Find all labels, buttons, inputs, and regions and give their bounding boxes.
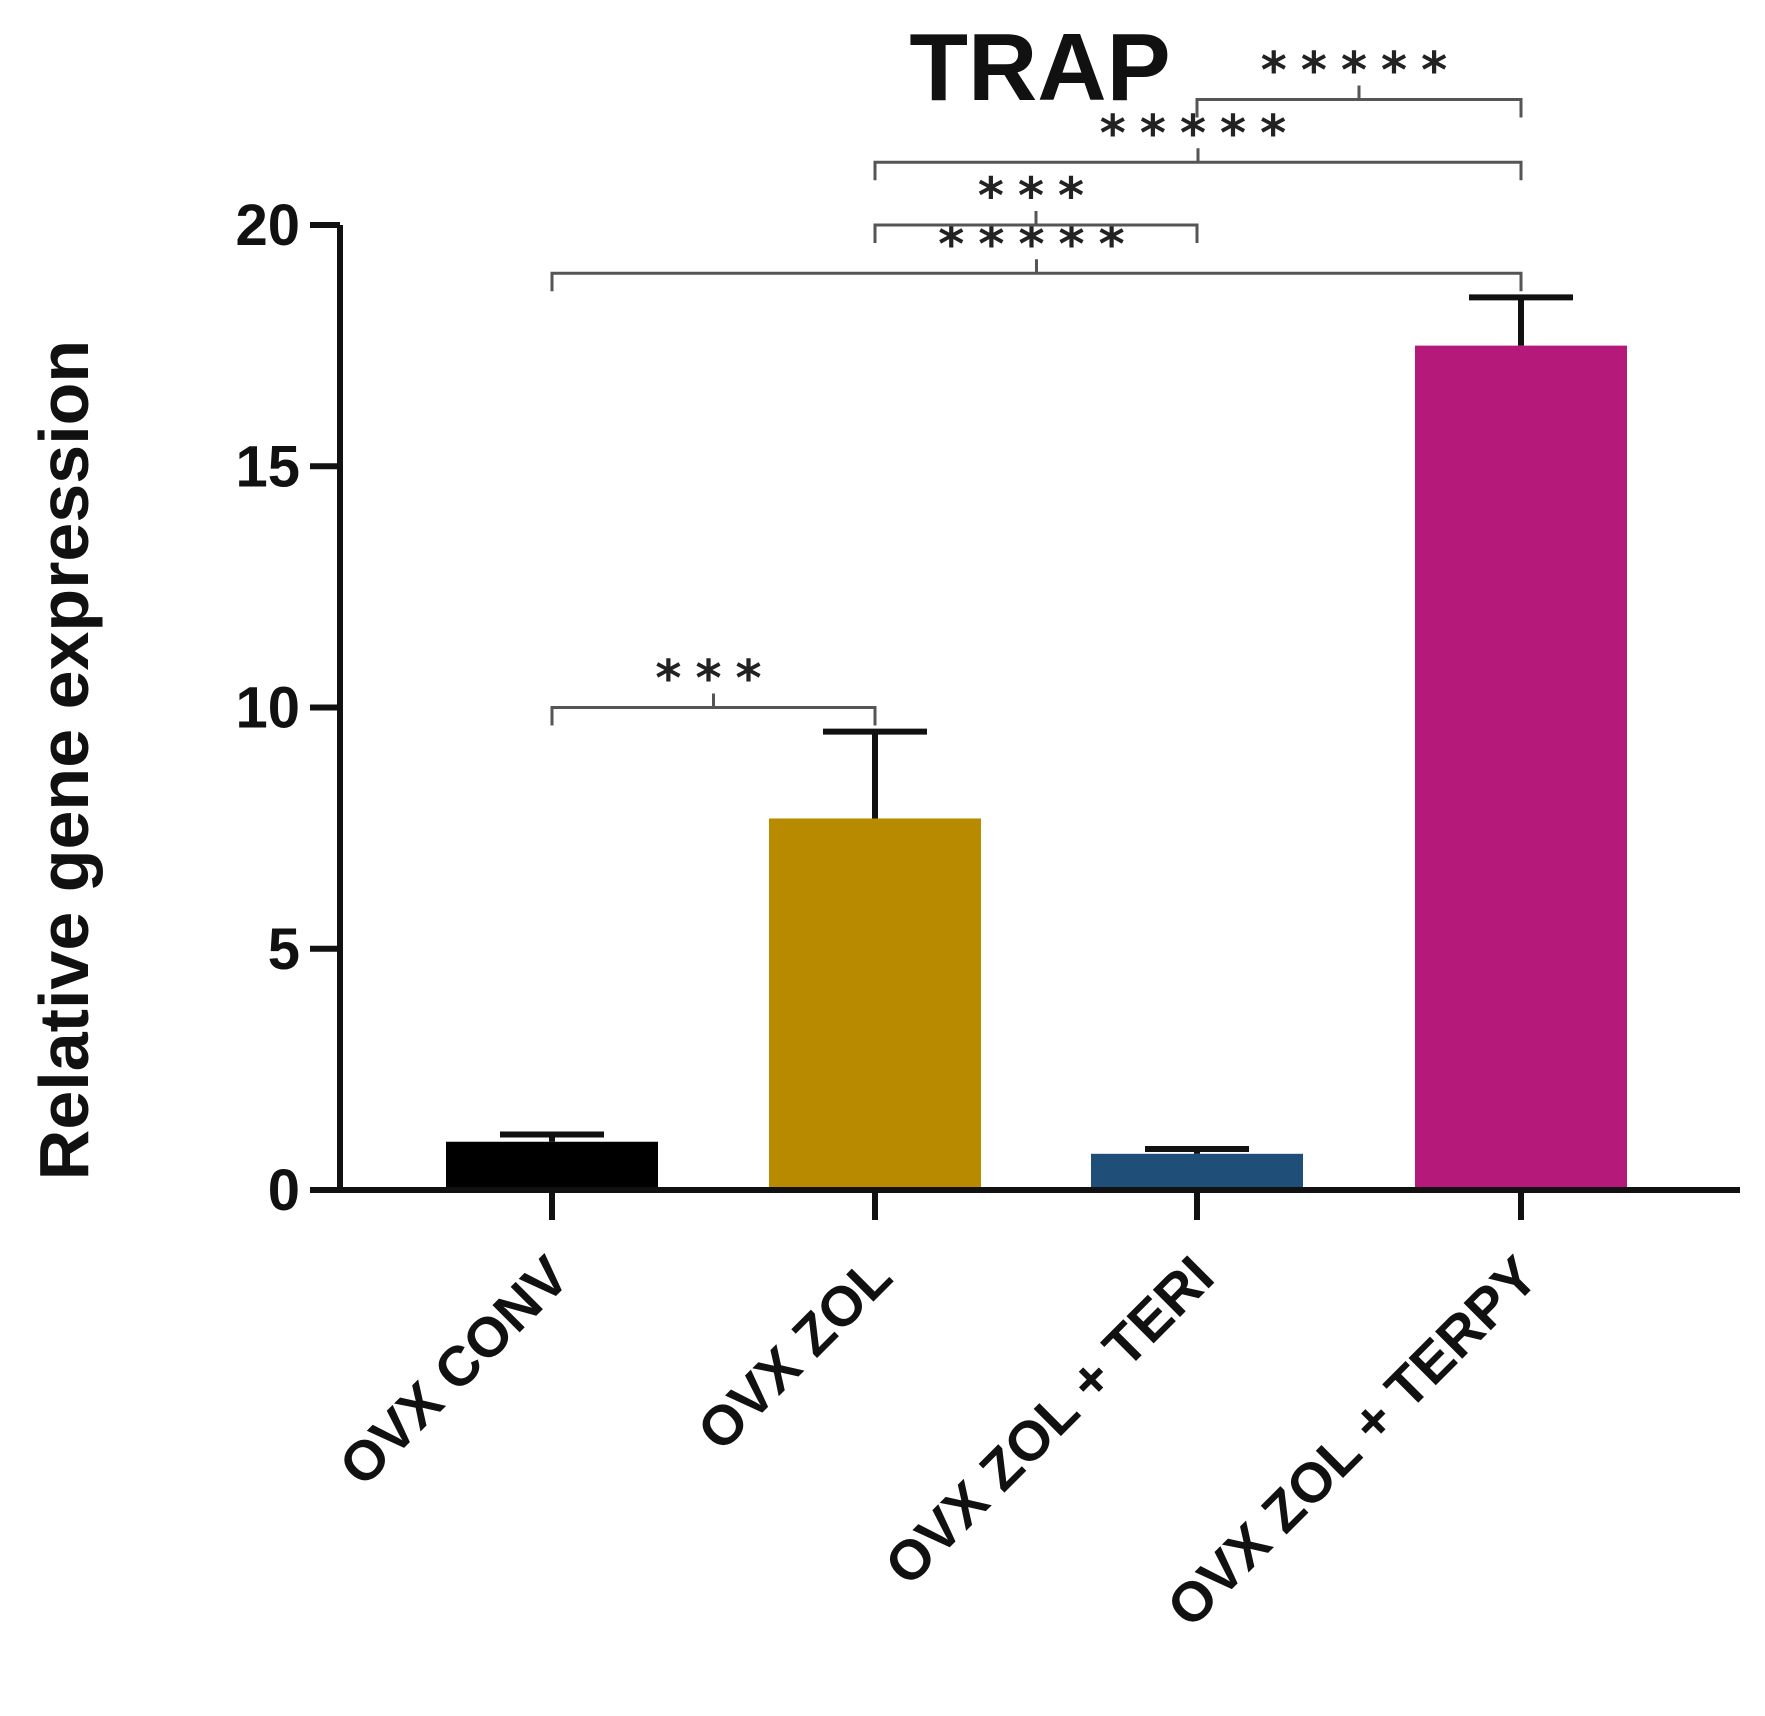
significance-bracket <box>873 148 1523 181</box>
error-bars-group <box>500 294 1573 1154</box>
x-category-label: OVX CONV <box>327 1244 581 1498</box>
significance-label: *** <box>976 167 1096 225</box>
y-axis-label: Relative gene expression <box>25 340 103 1180</box>
y-tick-label: 20 <box>235 193 300 258</box>
y-tick-label: 10 <box>235 676 300 741</box>
significance-label: ***** <box>1098 104 1299 162</box>
significance-brackets-group: ********************* <box>550 42 1523 726</box>
significance-label: ***** <box>1259 42 1460 100</box>
chart-title: TRAP <box>909 14 1170 121</box>
bar <box>1091 1153 1303 1190</box>
y-tick-label: 0 <box>268 1158 300 1223</box>
bar <box>446 1141 658 1190</box>
significance-bracket <box>550 693 877 726</box>
significance-bracket <box>1195 85 1523 118</box>
x-category-label: OVX ZOL + TERPY <box>1155 1244 1550 1639</box>
bars-group <box>446 345 1627 1190</box>
y-tick-label: 5 <box>268 917 300 982</box>
significance-bracket <box>550 259 1523 292</box>
y-tick-label: 15 <box>235 434 300 499</box>
x-category-label: OVX ZOL <box>685 1244 903 1462</box>
x-category-label: OVX ZOL + TERI <box>873 1244 1226 1597</box>
y-ticks-group: 0 5 10 15 20 <box>235 193 340 1223</box>
significance-bracket <box>873 211 1199 243</box>
bar <box>1415 345 1627 1190</box>
significance-label: *** <box>653 650 773 708</box>
bar <box>769 818 981 1190</box>
